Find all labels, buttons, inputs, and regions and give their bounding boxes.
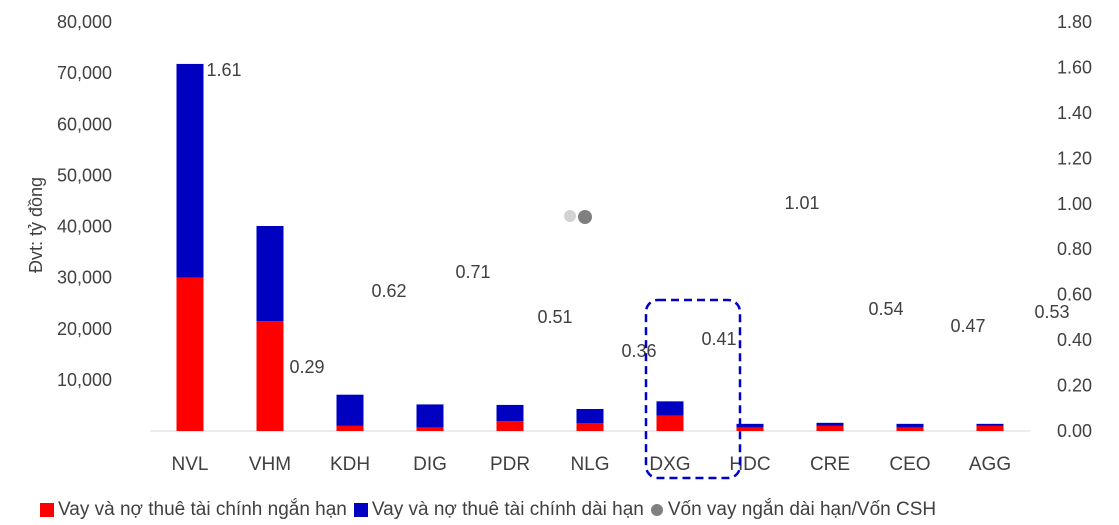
y-axis-right: 0.00 0.20 0.40 0.60 0.80 1.00 1.20 1.40 1.60 1.80	[1057, 12, 1092, 441]
ratio-label: 0.62	[371, 281, 406, 301]
bars	[176, 63, 1004, 431]
legend: Vay và nợ thuê tài chính ngắn hạn Vay và…	[40, 499, 943, 521]
bar-short-term-pdr	[496, 421, 524, 431]
y-tick-label: 30,000	[57, 268, 112, 288]
y2-tick-label: 1.40	[1057, 103, 1092, 123]
y-tick-label: 10,000	[57, 370, 112, 390]
ratio-label: 0.29	[289, 357, 324, 377]
y2-tick-label: 1.00	[1057, 194, 1092, 214]
category-label-kdh: KDH	[330, 454, 370, 475]
ratio-label: 0.71	[455, 262, 490, 282]
category-label-agg: AGG	[969, 454, 1011, 475]
bar-short-term-nlg	[576, 423, 604, 431]
ratio-label: 0.53	[1034, 302, 1069, 322]
legend-swatch-blue	[353, 503, 368, 517]
y2-tick-label: 1.20	[1057, 148, 1092, 168]
y2-tick-label: 0.00	[1057, 421, 1092, 441]
chart: 10,000 20,000 30,000 40,000 50,000 60,000 70,0…	[26, 12, 1092, 480]
ratio-label: 0.47	[950, 316, 985, 336]
bar-long-term-dxg	[656, 401, 684, 416]
legend-label-ratio: Vốn vay ngắn dài hạn/Vốn CSH	[667, 499, 937, 520]
bar-long-term-ceo	[896, 423, 924, 428]
bar-short-term-ceo	[896, 427, 924, 431]
category-label-cre: CRE	[810, 454, 850, 475]
ratio-label: 1.61	[206, 60, 241, 80]
y2-tick-label: 0.80	[1057, 239, 1092, 259]
ratio-label: 0.51	[537, 307, 572, 327]
category-labels: NVL VHM KDH DIG PDR NLG DXG HDC CRE CEO AGG	[172, 454, 1012, 475]
legend-item-short-term: Vay và nợ thuê tài chính ngắn hạn	[40, 499, 347, 521]
ratio-label: 0.36	[621, 341, 656, 361]
y2-tick-label: 0.60	[1057, 285, 1092, 305]
legend-swatch-red	[40, 503, 54, 517]
legend-item-ratio: Vốn vay ngắn dài hạn/Vốn CSH	[650, 499, 937, 521]
legend-label-short-term: Vay và nợ thuê tài chính ngắn hạn	[58, 499, 347, 520]
y-tick-label: 40,000	[57, 217, 112, 237]
category-label-ceo: CEO	[889, 454, 930, 475]
category-label-hdc: HDC	[729, 454, 770, 475]
bar-long-term-nvl	[176, 63, 204, 278]
category-label-nlg: NLG	[570, 454, 609, 475]
ratio-label: 0.41	[701, 329, 736, 349]
bar-short-term-nvl	[176, 277, 204, 431]
ratio-labels: 1.61 0.29 0.62 0.71 0.51 0.36 0.41 1.01 0.54 0.47…	[206, 60, 1069, 377]
bar-long-term-agg	[976, 423, 1004, 426]
bar-short-term-vhm	[256, 321, 284, 431]
y-tick-label: 70,000	[57, 63, 112, 83]
y-axis-title: Đvt: tỷ đồng	[26, 177, 46, 273]
category-label-nvl: NVL	[172, 454, 209, 475]
y-tick-label: 50,000	[57, 165, 112, 185]
legend-item-long-term: Vay và nợ thuê tài chính dài hạn	[353, 499, 644, 521]
category-label-dxg: DXG	[649, 454, 690, 475]
bar-short-term-hdc	[736, 427, 764, 431]
bar-long-term-vhm	[256, 225, 284, 322]
category-label-pdr: PDR	[490, 454, 530, 475]
legend-dot-gray	[650, 504, 663, 516]
y-tick-label: 60,000	[57, 114, 112, 134]
bar-short-term-agg	[976, 425, 1004, 431]
y2-tick-label: 0.20	[1057, 376, 1092, 396]
ratio-label: 1.01	[784, 193, 819, 213]
category-label-vhm: VHM	[249, 454, 291, 475]
y-tick-label: 20,000	[57, 319, 112, 339]
bar-long-term-pdr	[496, 404, 524, 422]
legend-label-long-term: Vay và nợ thuê tài chính dài hạn	[371, 499, 644, 520]
y2-tick-label: 1.80	[1057, 12, 1092, 32]
bar-short-term-dig	[416, 427, 444, 431]
ratio-marker	[564, 210, 592, 224]
bar-short-term-cre	[816, 425, 844, 431]
bar-short-term-dxg	[656, 415, 684, 431]
y-axis-left: 10,000 20,000 30,000 40,000 50,000 60,000 70,0…	[57, 12, 112, 390]
bar-short-term-kdh	[336, 425, 364, 431]
bar-long-term-cre	[816, 422, 844, 426]
ratio-label: 0.54	[868, 299, 903, 319]
y2-tick-label: 1.60	[1057, 57, 1092, 77]
bar-long-term-kdh	[336, 394, 364, 426]
bar-long-term-dig	[416, 404, 444, 428]
y2-tick-label: 0.40	[1057, 330, 1092, 350]
highlight-box	[644, 298, 742, 480]
category-label-dig: DIG	[413, 454, 447, 475]
bar-long-term-nlg	[576, 409, 604, 424]
y-tick-label: 80,000	[57, 12, 112, 32]
bar-long-term-hdc	[736, 423, 764, 428]
